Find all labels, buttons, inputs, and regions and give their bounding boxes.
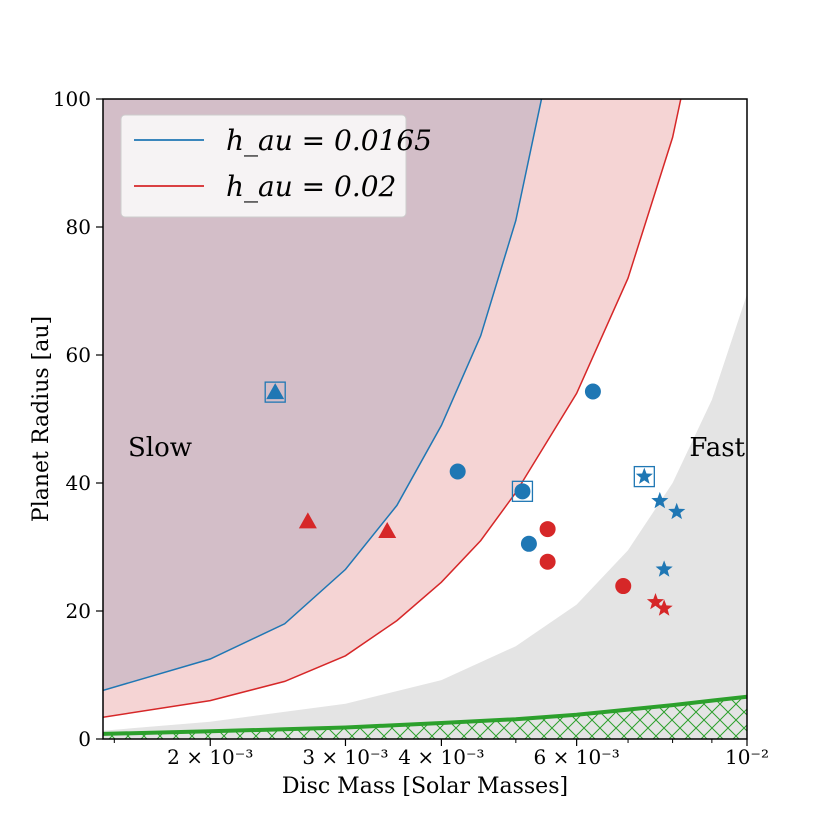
fast-region-fill [103, 294, 747, 739]
x-axis-ticks: 2 × 10⁻³ 3 × 10⁻³ 4 × 10⁻³ 6 × 10⁻³ 10⁻² [113, 739, 769, 769]
hatched-region [103, 696, 747, 739]
marker-highlight-box-blue-1 [511, 480, 534, 502]
fast-label: Fast [689, 433, 745, 463]
y-tick-label: 20 [66, 599, 91, 623]
x-tick-label: 4 × 10⁻³ [398, 745, 484, 769]
marker-circle-red-3 [615, 578, 632, 595]
marker-circle-blue-3 [520, 535, 537, 552]
intermediate-region-fill [103, 99, 681, 718]
x-tick-label: 10⁻² [725, 745, 769, 769]
marker-circle-red-1 [539, 521, 556, 538]
y-tick-label: 0 [78, 727, 91, 751]
slow-region-fill [103, 99, 542, 691]
legend-label-red: h_au = 0.02 [226, 170, 396, 203]
x-axis-label: Disc Mass [Solar Masses] [282, 774, 568, 799]
x-tick-label: 2 × 10⁻³ [167, 745, 253, 769]
marker-triangle-blue-1 [266, 383, 285, 400]
marker-star-blue-2 [651, 491, 669, 509]
marker-highlight-box-blue-1 [264, 381, 286, 403]
marker-star-red-1 [646, 593, 664, 610]
plot-frame [102, 98, 748, 740]
marker-highlight-box-blue-1 [633, 465, 655, 488]
marker-circle-red-2 [539, 553, 556, 570]
y-tick-label: 60 [66, 343, 91, 367]
plot-area [103, 99, 747, 739]
x-tick-label: 3 × 10⁻³ [302, 745, 388, 769]
data-markers [264, 381, 686, 616]
y-tick-label: 40 [66, 471, 91, 495]
legend: h_au = 0.0165 h_au = 0.02 [120, 114, 432, 218]
marker-circle-blue-1 [449, 463, 466, 480]
marker-triangle-red-1 [298, 512, 317, 529]
red-boundary-line [103, 99, 682, 718]
marker-star-blue-4 [655, 560, 673, 577]
x-tick-label: 6 × 10⁻³ [534, 745, 620, 769]
y-tick-label: 100 [53, 87, 91, 111]
marker-triangle-red-2 [378, 522, 397, 538]
legend-label-blue: h_au = 0.0165 [226, 124, 432, 157]
marker-star-blue-3 [668, 502, 686, 520]
marker-star-red-2 [655, 599, 673, 616]
marker-circle-blue-2 [514, 483, 531, 500]
marker-star-blue-1 [635, 467, 653, 484]
y-axis-ticks: 0 20 40 60 80 100 [53, 87, 103, 751]
marker-circle-blue-4 [584, 383, 601, 400]
green-line [103, 694, 747, 736]
slow-label: Slow [128, 433, 192, 463]
y-axis-label: Planet Radius [au] [29, 316, 54, 522]
blue-boundary-line [103, 99, 543, 692]
y-tick-label: 80 [66, 215, 91, 239]
